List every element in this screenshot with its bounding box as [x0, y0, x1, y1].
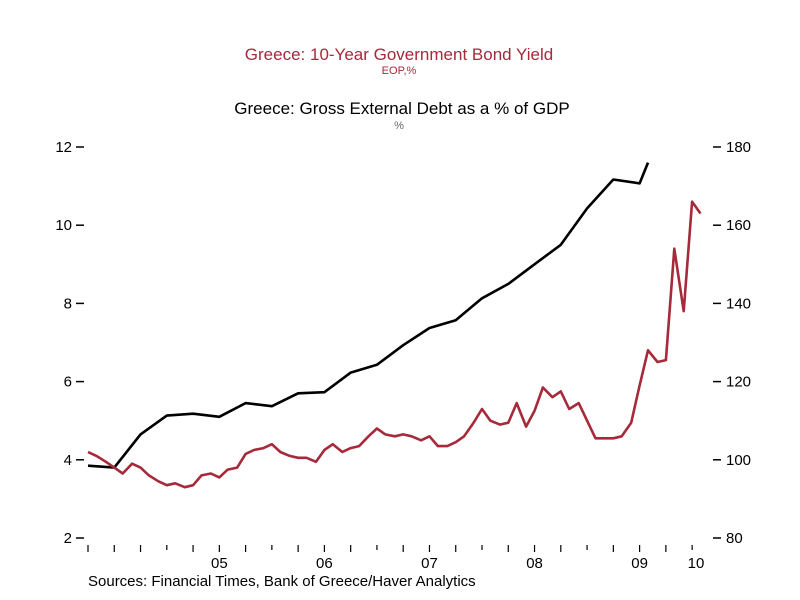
x-axis: 05 06 07 08 09 10: [87, 545, 705, 572]
left-tick-label: 6: [64, 374, 72, 391]
x-tick-label: 08: [526, 555, 543, 572]
left-tick-label: 12: [55, 139, 72, 156]
right-tick-label: 80: [726, 530, 743, 547]
right-tick-label: 100: [726, 452, 751, 469]
series-line-external-debt: [87, 162, 650, 469]
left-tick-label: 2: [64, 530, 72, 547]
x-tick-label: 05: [211, 555, 228, 572]
left-tick-label: 8: [64, 295, 72, 312]
series-line-bond-yield: [87, 200, 702, 489]
chart-title: Greece: 10-Year Government Bond Yield: [245, 45, 553, 64]
left-axis: 2 4 6 8 10 12: [55, 139, 84, 547]
x-tick-label: 06: [316, 555, 333, 572]
right-tick-label: 140: [726, 295, 751, 312]
x-tick-label: 09: [631, 555, 648, 572]
left-tick-label: 10: [55, 217, 72, 234]
right-axis: 80 100 120 140 160 180: [713, 139, 751, 547]
chart-title-2: Greece: Gross External Debt as a % of GD…: [234, 99, 569, 118]
right-tick-label: 180: [726, 139, 751, 156]
source-note: Sources: Financial Times, Bank of Greece…: [88, 573, 476, 590]
left-tick-label: 4: [64, 452, 72, 469]
right-tick-label: 160: [726, 217, 751, 234]
right-tick-label: 120: [726, 374, 751, 391]
series-lines: [87, 162, 702, 489]
chart-subtitle: EOP,%: [382, 65, 417, 77]
x-tick-label: 10: [688, 555, 705, 572]
chart-subtitle-2: %: [394, 120, 404, 132]
x-tick-label: 07: [421, 555, 438, 572]
